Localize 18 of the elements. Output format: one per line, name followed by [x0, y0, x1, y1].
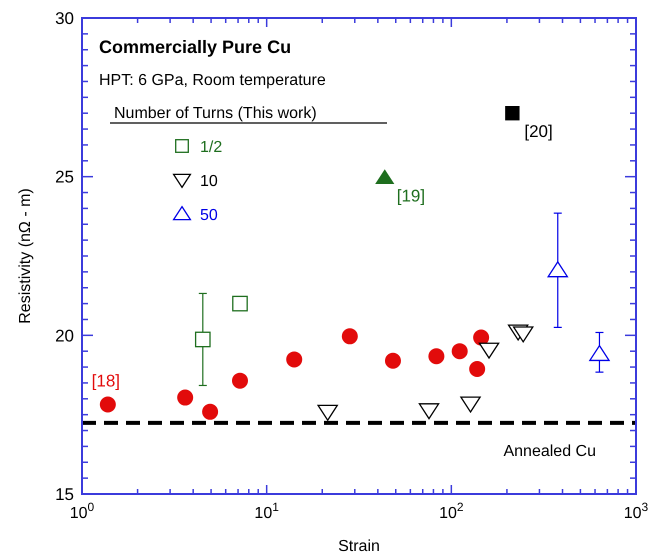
x-tick-label: 10$^{3}$	[624, 500, 649, 522]
y-tick-label: 25	[55, 168, 74, 187]
annotation: [20]	[524, 122, 553, 142]
y-tick-label: 30	[55, 9, 74, 28]
text: Commercially Pure Cu	[99, 37, 292, 57]
annotation: [18]	[92, 372, 120, 391]
text: HPT: 6 GPa, Room temperature	[99, 72, 326, 89]
legend-label: 1/2	[200, 139, 222, 156]
x-tick-label: 10$^{1}$	[254, 500, 280, 522]
ref-line-label: Annealed Cu	[503, 442, 596, 460]
x-axis-title: Strain	[338, 538, 380, 555]
legend-label: 50	[200, 207, 218, 224]
y-tick-label: 20	[55, 326, 74, 346]
x-tick-label: 10$^{2}$	[439, 500, 464, 522]
annotation: [19]	[396, 186, 426, 206]
y-axis-title: Resistivity (nΩ - m)	[17, 188, 34, 324]
legend-title: Number of Turns (This work)	[114, 105, 317, 122]
legend-label: 10	[200, 173, 218, 190]
